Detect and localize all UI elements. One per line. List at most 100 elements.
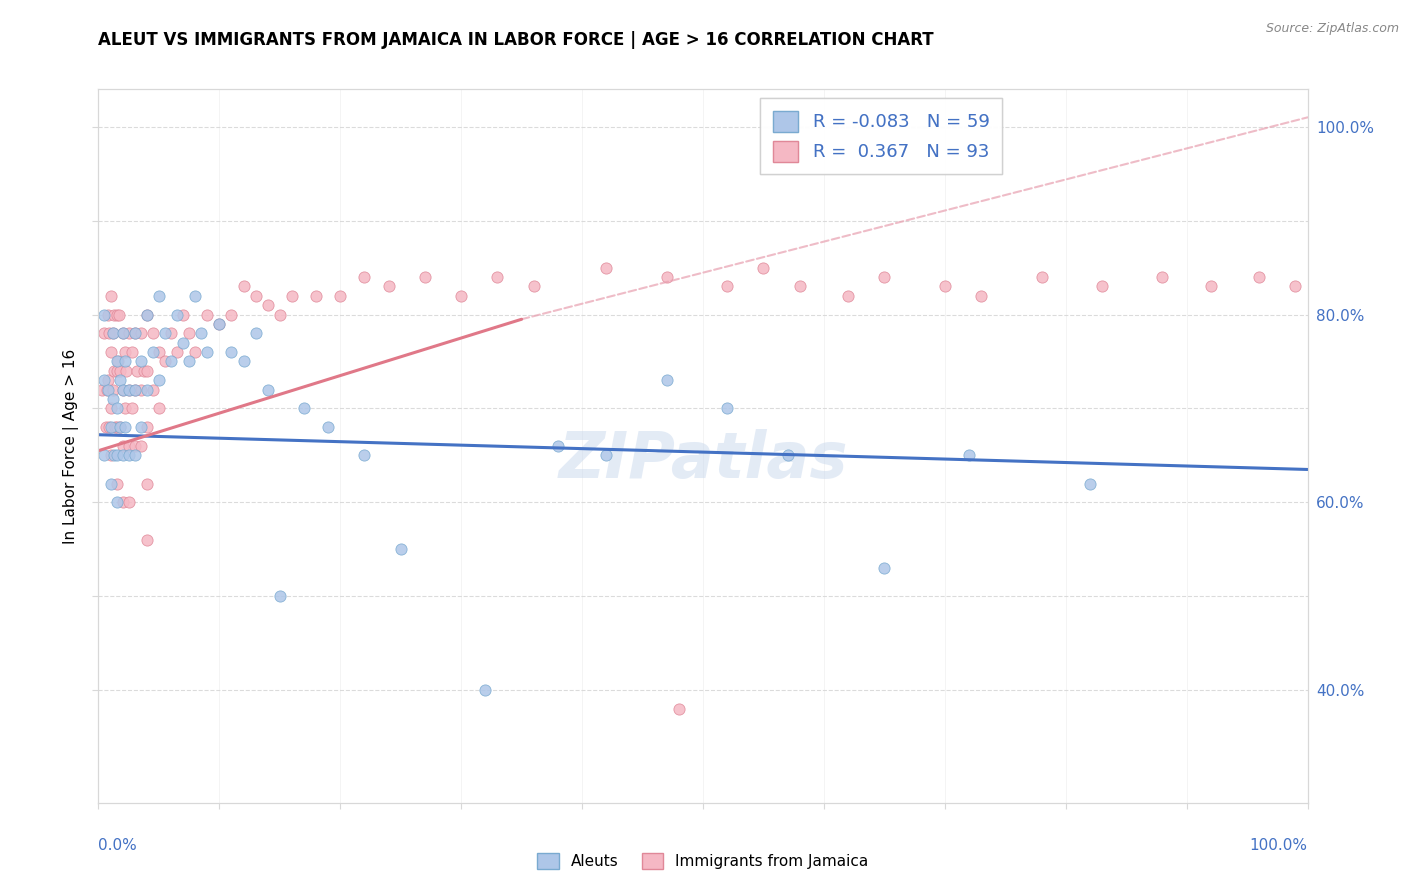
Point <box>124 326 146 341</box>
Point <box>256 383 278 397</box>
Point <box>100 476 122 491</box>
Point <box>179 354 201 368</box>
Point <box>166 345 188 359</box>
Point <box>111 326 134 341</box>
Point <box>124 439 146 453</box>
Point <box>789 279 811 293</box>
Point <box>118 439 141 453</box>
Point <box>98 420 121 434</box>
Point <box>668 702 690 716</box>
Point <box>716 401 738 416</box>
Point <box>655 373 678 387</box>
Point <box>103 308 125 322</box>
Point <box>269 589 291 603</box>
Point <box>523 279 546 293</box>
Point <box>129 354 152 368</box>
Point <box>655 270 678 285</box>
Point <box>153 326 176 341</box>
Point <box>105 308 128 322</box>
Point <box>160 326 183 341</box>
Point <box>970 289 993 303</box>
Point <box>148 345 170 359</box>
Text: ALEUT VS IMMIGRANTS FROM JAMAICA IN LABOR FORCE | AGE > 16 CORRELATION CHART: ALEUT VS IMMIGRANTS FROM JAMAICA IN LABO… <box>98 31 934 49</box>
Point <box>160 354 183 368</box>
Point <box>184 345 207 359</box>
Point <box>179 326 201 341</box>
Point <box>184 289 207 303</box>
Point <box>104 420 127 434</box>
Point <box>115 364 138 378</box>
Point <box>752 260 775 275</box>
Point <box>232 354 254 368</box>
Point <box>100 289 122 303</box>
Point <box>121 401 143 416</box>
Point <box>195 308 218 322</box>
Point <box>129 439 152 453</box>
Point <box>135 383 157 397</box>
Point <box>107 354 129 368</box>
Text: Source: ZipAtlas.com: Source: ZipAtlas.com <box>1265 22 1399 36</box>
Point <box>111 383 134 397</box>
Text: 100.0%: 100.0% <box>1250 838 1308 854</box>
Point <box>595 260 617 275</box>
Legend: R = -0.083   N = 59, R =  0.367   N = 93: R = -0.083 N = 59, R = 0.367 N = 93 <box>761 98 1002 174</box>
Point <box>111 449 134 463</box>
Point <box>1199 279 1222 293</box>
Point <box>148 289 170 303</box>
Point <box>118 383 141 397</box>
Point <box>101 326 124 341</box>
Point <box>100 345 122 359</box>
Point <box>111 326 134 341</box>
Point <box>114 420 136 434</box>
Point <box>111 439 134 453</box>
Point <box>305 289 328 303</box>
Point <box>105 364 128 378</box>
Point <box>377 279 399 293</box>
Point <box>934 279 956 293</box>
Point <box>172 335 194 350</box>
Point <box>353 270 375 285</box>
Point <box>105 420 128 434</box>
Point <box>105 449 128 463</box>
Point <box>292 401 315 416</box>
Point <box>101 392 124 406</box>
Point <box>111 495 134 509</box>
Point <box>329 289 352 303</box>
Point <box>118 449 141 463</box>
Point <box>1091 279 1114 293</box>
Point <box>135 308 157 322</box>
Point <box>97 373 120 387</box>
Point <box>486 270 509 285</box>
Point <box>114 401 136 416</box>
Point <box>93 308 115 322</box>
Point <box>121 345 143 359</box>
Point <box>108 308 131 322</box>
Point <box>245 289 267 303</box>
Point <box>353 449 375 463</box>
Point <box>94 420 117 434</box>
Point <box>195 345 218 359</box>
Point <box>776 449 799 463</box>
Text: 0.0%: 0.0% <box>98 838 138 854</box>
Point <box>91 383 114 397</box>
Point <box>135 533 157 547</box>
Point <box>93 449 115 463</box>
Y-axis label: In Labor Force | Age > 16: In Labor Force | Age > 16 <box>63 349 79 543</box>
Point <box>148 401 170 416</box>
Point <box>108 420 131 434</box>
Point <box>127 364 149 378</box>
Point <box>124 326 146 341</box>
Point <box>129 326 152 341</box>
Point <box>118 383 141 397</box>
Point <box>1284 279 1306 293</box>
Point <box>142 383 165 397</box>
Point <box>93 326 115 341</box>
Point <box>93 373 115 387</box>
Point <box>316 420 339 434</box>
Point <box>108 364 131 378</box>
Point <box>716 279 738 293</box>
Point <box>114 345 136 359</box>
Point <box>142 345 165 359</box>
Point <box>124 383 146 397</box>
Point <box>105 476 128 491</box>
